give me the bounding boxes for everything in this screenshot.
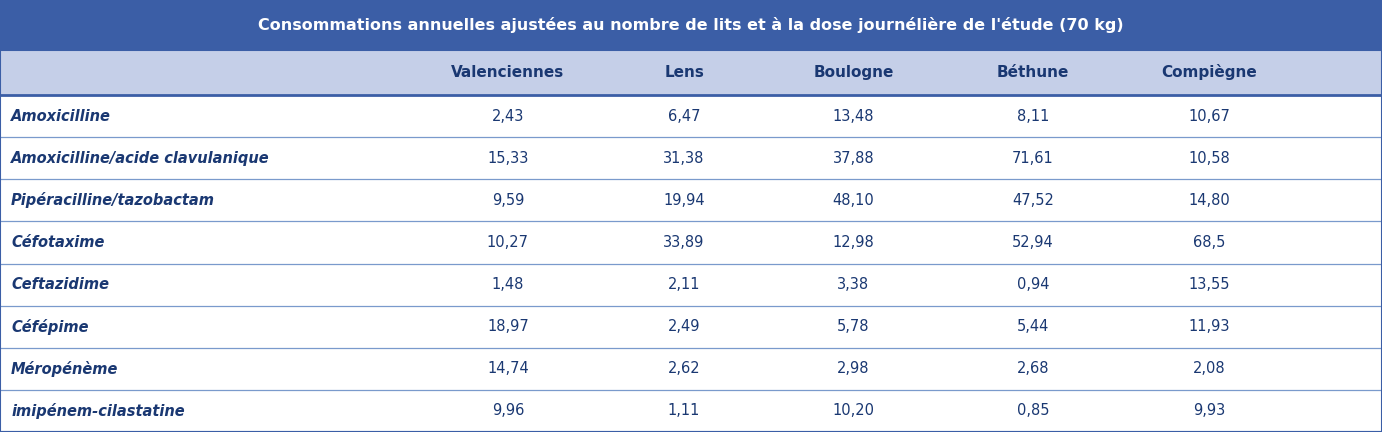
Text: 48,10: 48,10 xyxy=(832,193,875,208)
Text: Ceftazidime: Ceftazidime xyxy=(11,277,109,292)
Bar xyxy=(0,50,1382,95)
Text: Compiègne: Compiègne xyxy=(1161,64,1258,80)
Text: 0,85: 0,85 xyxy=(1017,403,1049,419)
Text: Béthune: Béthune xyxy=(996,65,1070,80)
Text: Céfépime: Céfépime xyxy=(11,319,88,335)
Text: 14,74: 14,74 xyxy=(486,361,529,376)
Bar xyxy=(0,348,1382,390)
Text: Céfotaxime: Céfotaxime xyxy=(11,235,105,250)
Text: 8,11: 8,11 xyxy=(1017,108,1049,124)
Text: 9,59: 9,59 xyxy=(492,193,524,208)
Text: 33,89: 33,89 xyxy=(663,235,705,250)
Text: 9,93: 9,93 xyxy=(1193,403,1226,419)
Text: Amoxicilline/acide clavulanique: Amoxicilline/acide clavulanique xyxy=(11,151,269,166)
Text: 2,49: 2,49 xyxy=(668,319,701,334)
Text: 10,20: 10,20 xyxy=(832,403,875,419)
Text: 10,58: 10,58 xyxy=(1189,151,1230,166)
Text: 2,43: 2,43 xyxy=(492,108,524,124)
Text: 19,94: 19,94 xyxy=(663,193,705,208)
Text: 10,67: 10,67 xyxy=(1189,108,1230,124)
Text: 2,68: 2,68 xyxy=(1017,361,1049,376)
Text: Pipéracilline/tazobactam: Pipéracilline/tazobactam xyxy=(11,192,216,208)
Text: 6,47: 6,47 xyxy=(668,108,701,124)
Bar xyxy=(0,390,1382,432)
Text: 5,78: 5,78 xyxy=(837,319,869,334)
Text: 2,08: 2,08 xyxy=(1193,361,1226,376)
Text: 31,38: 31,38 xyxy=(663,151,705,166)
Text: Consommations annuelles ajustées au nombre de lits et à la dose journélière de l: Consommations annuelles ajustées au nomb… xyxy=(258,17,1124,33)
Text: 71,61: 71,61 xyxy=(1012,151,1054,166)
Text: 2,62: 2,62 xyxy=(668,361,701,376)
Text: 3,38: 3,38 xyxy=(837,277,869,292)
Text: 37,88: 37,88 xyxy=(832,151,875,166)
Text: 52,94: 52,94 xyxy=(1012,235,1054,250)
Bar xyxy=(0,95,1382,137)
Text: Lens: Lens xyxy=(665,65,703,80)
Text: 1,11: 1,11 xyxy=(668,403,701,419)
Text: 47,52: 47,52 xyxy=(1012,193,1054,208)
Bar xyxy=(0,0,1382,50)
Text: 11,93: 11,93 xyxy=(1189,319,1230,334)
Text: 13,55: 13,55 xyxy=(1189,277,1230,292)
Text: 15,33: 15,33 xyxy=(488,151,528,166)
Text: 18,97: 18,97 xyxy=(486,319,529,334)
Text: 9,96: 9,96 xyxy=(492,403,524,419)
Text: Valenciennes: Valenciennes xyxy=(452,65,564,80)
Bar xyxy=(0,306,1382,348)
Bar xyxy=(0,221,1382,264)
Text: Boulogne: Boulogne xyxy=(813,65,894,80)
Text: 0,94: 0,94 xyxy=(1017,277,1049,292)
Text: 5,44: 5,44 xyxy=(1017,319,1049,334)
Bar xyxy=(0,137,1382,179)
Text: 68,5: 68,5 xyxy=(1193,235,1226,250)
Text: imipénem-cilastatine: imipénem-cilastatine xyxy=(11,403,185,419)
Text: 2,98: 2,98 xyxy=(837,361,869,376)
Text: 13,48: 13,48 xyxy=(832,108,875,124)
Text: 14,80: 14,80 xyxy=(1189,193,1230,208)
Text: Amoxicilline: Amoxicilline xyxy=(11,108,111,124)
Text: 12,98: 12,98 xyxy=(832,235,875,250)
Text: 2,11: 2,11 xyxy=(668,277,701,292)
Bar xyxy=(0,264,1382,306)
Text: Méropénème: Méropénème xyxy=(11,361,119,377)
Text: 1,48: 1,48 xyxy=(492,277,524,292)
Bar xyxy=(0,179,1382,222)
Text: 10,27: 10,27 xyxy=(486,235,529,250)
